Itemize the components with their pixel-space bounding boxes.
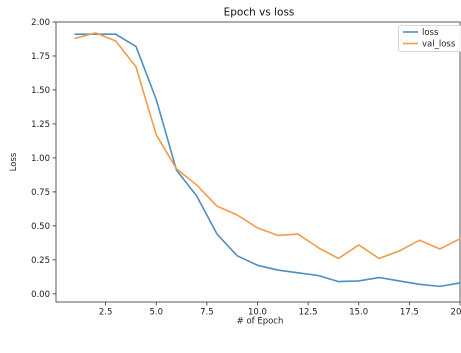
x-tick-label: 10.0 [248, 308, 267, 318]
series-line-val-loss [74, 32, 461, 260]
y-tick-label: 1.25 [31, 120, 50, 130]
y-axis-ticks: 0.00 0.25 0.50 0.75 1.00 1.25 1.50 1.75 2.00 [31, 18, 56, 300]
x-axis-ticks: 2.5 5.0 7.5 10.0 12.5 15.0 17.5 20.0 [99, 302, 461, 318]
chart-title: Epoch vs loss [224, 7, 295, 19]
legend: loss val_loss [398, 25, 461, 52]
y-axis-label: Loss [9, 152, 19, 171]
y-tick-label: 1.75 [31, 52, 50, 62]
y-tick-label: 2.00 [31, 18, 50, 28]
x-tick-label: 15.0 [349, 308, 368, 318]
x-tick-label: 12.5 [299, 308, 318, 318]
series-layer [74, 32, 461, 288]
y-tick-label: 1.50 [31, 86, 50, 96]
x-tick-label: 7.5 [200, 308, 214, 318]
x-tick-label: 5.0 [149, 308, 163, 318]
y-tick-label: 0.75 [31, 188, 50, 198]
y-tick-label: 0.50 [31, 222, 50, 232]
y-tick-label: 0.25 [31, 256, 50, 266]
series-line-loss [74, 33, 461, 288]
x-tick-label: 2.5 [99, 308, 113, 318]
legend-label-val-loss: val_loss [422, 40, 456, 50]
x-axis-label: # of Epoch [237, 317, 284, 327]
y-tick-label: 1.00 [31, 154, 50, 164]
plot-frame [55, 21, 461, 303]
x-tick-label: 17.5 [400, 308, 419, 318]
legend-label-loss: loss [422, 28, 439, 38]
x-tick-label: 20.0 [451, 308, 461, 318]
y-tick-label: 0.00 [31, 290, 50, 300]
